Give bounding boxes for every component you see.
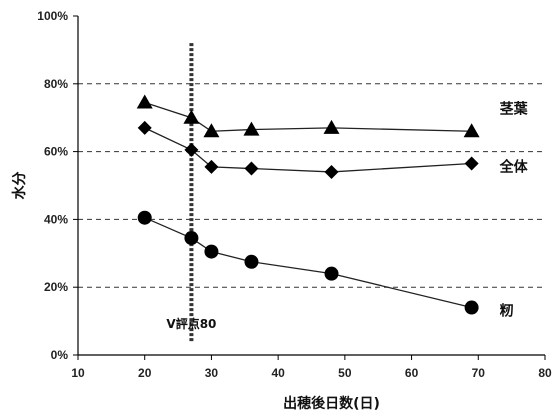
series-circle: 籾 bbox=[137, 210, 514, 320]
data-point-circle bbox=[137, 210, 152, 225]
data-point-triangle bbox=[463, 123, 480, 138]
x-tick-label: 20 bbox=[138, 366, 152, 380]
series-line bbox=[144, 217, 472, 309]
data-point-triangle bbox=[323, 119, 340, 134]
series-triangle: 茎葉 bbox=[136, 94, 529, 138]
x-tick-label: 10 bbox=[71, 366, 85, 380]
x-tick-label: 70 bbox=[472, 366, 486, 380]
data-point-circle bbox=[184, 231, 199, 246]
y-tick-label: 100% bbox=[37, 9, 68, 23]
series-label: 茎葉 bbox=[500, 100, 529, 117]
data-point-circle bbox=[464, 300, 479, 315]
data-point-diamond bbox=[464, 156, 479, 171]
x-tick-label: 80 bbox=[538, 366, 552, 380]
series-diamond: 全体 bbox=[137, 120, 529, 179]
y-tick-label: 60% bbox=[44, 145, 68, 159]
grid-lines bbox=[78, 83, 545, 288]
data-point-triangle bbox=[203, 123, 220, 138]
data-point-circle bbox=[324, 266, 339, 281]
y-tick-label: 20% bbox=[44, 280, 68, 294]
x-tick-label: 40 bbox=[271, 366, 285, 380]
data-point-diamond bbox=[244, 161, 259, 176]
y-axis-title: 水分 bbox=[11, 172, 28, 200]
data-point-diamond bbox=[324, 164, 339, 179]
x-tick-label: 60 bbox=[405, 366, 419, 380]
data-point-triangle bbox=[183, 109, 200, 124]
y-tick-label: 80% bbox=[44, 77, 68, 91]
y-tick-label: 0% bbox=[51, 348, 69, 362]
axes: 0% 20% 40% 60% 80% 100% 10 20 30 40 50 60 70 80 bbox=[37, 9, 552, 380]
data-point-diamond bbox=[137, 120, 152, 135]
series-label: 籾 bbox=[500, 303, 514, 320]
data-point-circle bbox=[244, 254, 259, 269]
annotations: V評点80 bbox=[166, 43, 216, 342]
y-tick-label: 40% bbox=[44, 212, 68, 226]
x-tick-label: 30 bbox=[205, 366, 219, 380]
series-line bbox=[144, 127, 472, 173]
v-score-label: V評点80 bbox=[166, 316, 216, 331]
x-axis-title: 出穂後日数(日) bbox=[283, 395, 380, 412]
data-point-triangle bbox=[136, 94, 153, 109]
series-label: 全体 bbox=[499, 158, 529, 175]
series-line bbox=[144, 101, 472, 132]
data-point-diamond bbox=[184, 142, 199, 157]
data-point-triangle bbox=[243, 121, 260, 136]
data-point-circle bbox=[204, 244, 219, 259]
data-point-diamond bbox=[204, 159, 219, 174]
x-tick-label: 50 bbox=[338, 366, 352, 380]
